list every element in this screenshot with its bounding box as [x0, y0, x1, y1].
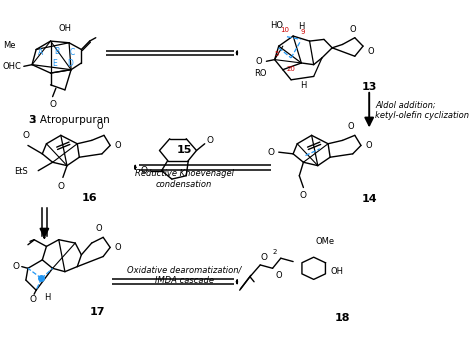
Text: O: O	[30, 295, 37, 304]
Text: OH: OH	[58, 24, 72, 33]
Text: 15: 15	[176, 145, 192, 155]
Text: O: O	[22, 131, 29, 140]
Text: OHC: OHC	[3, 62, 22, 71]
Text: O: O	[13, 262, 20, 271]
Text: O: O	[365, 141, 372, 150]
Text: O: O	[347, 122, 354, 131]
Text: O: O	[49, 100, 56, 109]
Text: D: D	[67, 59, 73, 69]
Text: 13: 13	[362, 81, 377, 92]
Text: O: O	[275, 271, 282, 280]
Text: 20: 20	[287, 66, 295, 72]
Text: 9: 9	[301, 29, 305, 35]
Text: H: H	[298, 22, 304, 31]
Text: Reductive Knoevenagel
condensation: Reductive Knoevenagel condensation	[135, 169, 234, 189]
Text: OMe: OMe	[316, 237, 335, 246]
Text: OH: OH	[331, 267, 344, 276]
Text: O: O	[114, 141, 121, 150]
Text: O: O	[300, 191, 307, 200]
Text: 17: 17	[90, 307, 106, 317]
Text: 3: 3	[28, 115, 36, 125]
Text: 2: 2	[272, 249, 277, 255]
Text: Aldol addition;
ketyl-olefin cyclization: Aldol addition; ketyl-olefin cyclization	[375, 100, 469, 120]
Text: RO: RO	[254, 69, 266, 77]
Text: 18: 18	[335, 313, 350, 323]
Text: 14: 14	[361, 194, 377, 204]
Text: O: O	[57, 182, 64, 191]
Text: O: O	[207, 136, 214, 145]
Text: O: O	[255, 57, 262, 66]
Text: 5: 5	[274, 51, 279, 56]
Text: A: A	[37, 48, 43, 57]
Text: 10: 10	[281, 27, 290, 33]
Text: C: C	[69, 48, 74, 57]
Text: O: O	[97, 122, 103, 131]
Text: B: B	[54, 47, 59, 56]
Text: 16: 16	[82, 193, 98, 202]
Text: H: H	[44, 293, 50, 302]
Text: O: O	[367, 47, 374, 56]
Text: H: H	[300, 81, 307, 91]
Text: Oxidative dearomatization/
IMDA cascade: Oxidative dearomatization/ IMDA cascade	[127, 265, 241, 285]
Text: O: O	[114, 243, 121, 252]
Text: O: O	[261, 252, 268, 262]
Text: : Atropurpuran: : Atropurpuran	[33, 115, 110, 125]
Text: EtS: EtS	[14, 167, 28, 176]
Text: HO: HO	[270, 21, 283, 30]
Text: O: O	[140, 166, 147, 175]
Text: Me: Me	[3, 41, 16, 50]
Text: O: O	[268, 148, 274, 157]
Text: E: E	[52, 59, 57, 69]
Text: O: O	[96, 224, 102, 233]
Text: O: O	[349, 25, 356, 34]
